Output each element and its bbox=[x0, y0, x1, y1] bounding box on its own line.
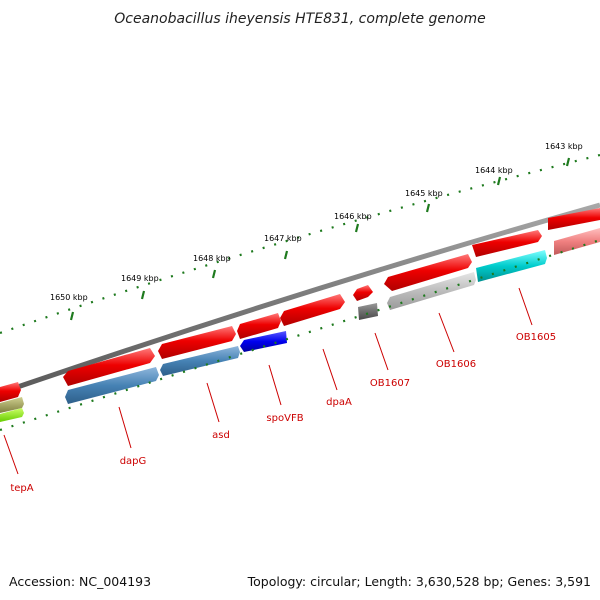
gene-arrow bbox=[358, 303, 378, 320]
gene-arrow bbox=[353, 285, 373, 301]
leader-line bbox=[518, 287, 533, 326]
reverse-strand-features bbox=[0, 228, 600, 422]
gene-arrow bbox=[384, 254, 472, 291]
ruler-major-tick bbox=[565, 157, 571, 167]
leader-line bbox=[438, 312, 455, 353]
gene-arrow bbox=[476, 250, 547, 282]
gene-arrow bbox=[0, 382, 21, 402]
gene-label-asd: asd bbox=[212, 430, 230, 441]
ruler-tick-label: 1648 kbp bbox=[193, 254, 231, 263]
genome-backbone bbox=[0, 202, 600, 396]
leader-line bbox=[322, 348, 338, 391]
ruler-tick-label: 1646 kbp bbox=[334, 212, 372, 221]
gene-arrow bbox=[472, 230, 542, 257]
gene-label-ob1605: OB1605 bbox=[516, 332, 556, 343]
inner-ruler-dots bbox=[0, 238, 600, 432]
ruler-tick-label: 1643 kbp bbox=[545, 142, 583, 151]
gene-label-dapg: dapG bbox=[120, 456, 147, 467]
ruler-major-tick bbox=[140, 290, 146, 300]
leader-line bbox=[118, 406, 132, 449]
ruler-major-tick bbox=[354, 223, 360, 233]
ruler-tick-label: 1650 kbp bbox=[50, 293, 88, 302]
gene-arrow bbox=[158, 326, 236, 359]
gene-label-spovfb: spoVFB bbox=[266, 413, 303, 424]
ruler-tick-label: 1645 kbp bbox=[405, 189, 443, 198]
leader-line bbox=[374, 332, 389, 371]
gene-arrow bbox=[63, 348, 155, 386]
genome-summary-text: Topology: circular; Length: 3,630,528 bp… bbox=[247, 574, 591, 589]
gene-labels: OB1605 OB1606 OB1607 dpaA spoVFB asd dap… bbox=[10, 332, 556, 494]
gene-label-dpaa: dpaA bbox=[326, 397, 352, 408]
gene-arrow bbox=[387, 272, 476, 310]
map-title: Oceanobacillus iheyensis HTE831, complet… bbox=[114, 11, 485, 27]
ruler-tick-label: 1647 kbp bbox=[264, 234, 302, 243]
gene-arrow bbox=[554, 228, 600, 255]
leader-line bbox=[268, 364, 282, 406]
gene-arrow bbox=[0, 408, 24, 422]
gene-label-tepa: tepA bbox=[10, 483, 33, 494]
gene-arrow bbox=[548, 208, 600, 230]
ruler-major-tick bbox=[425, 203, 431, 213]
leader-line bbox=[206, 382, 220, 423]
gene-arrow bbox=[65, 367, 159, 404]
gene-arrow bbox=[0, 397, 24, 413]
ruler-major-tick bbox=[283, 250, 289, 260]
outer-ruler bbox=[0, 153, 600, 335]
label-leaders bbox=[3, 287, 533, 475]
ruler-major-tick bbox=[69, 311, 75, 321]
ruler-major-tick bbox=[496, 176, 502, 186]
gene-label-ob1607: OB1607 bbox=[370, 378, 410, 389]
accession-text: Accession: NC_004193 bbox=[9, 574, 151, 589]
gene-arrow bbox=[240, 331, 287, 352]
gene-arrow bbox=[280, 294, 345, 326]
ruler-labels: 1643 kbp 1644 kbp 1645 kbp 1646 kbp 1647… bbox=[50, 142, 583, 302]
leader-line bbox=[3, 434, 19, 475]
gene-arrow bbox=[160, 346, 240, 376]
ruler-tick-label: 1649 kbp bbox=[121, 274, 159, 283]
ruler-tick-label: 1644 kbp bbox=[475, 166, 513, 175]
ruler-major-tick bbox=[211, 269, 217, 279]
forward-strand-features bbox=[0, 208, 600, 402]
gene-label-ob1606: OB1606 bbox=[436, 359, 476, 370]
gene-arrow bbox=[237, 313, 281, 339]
